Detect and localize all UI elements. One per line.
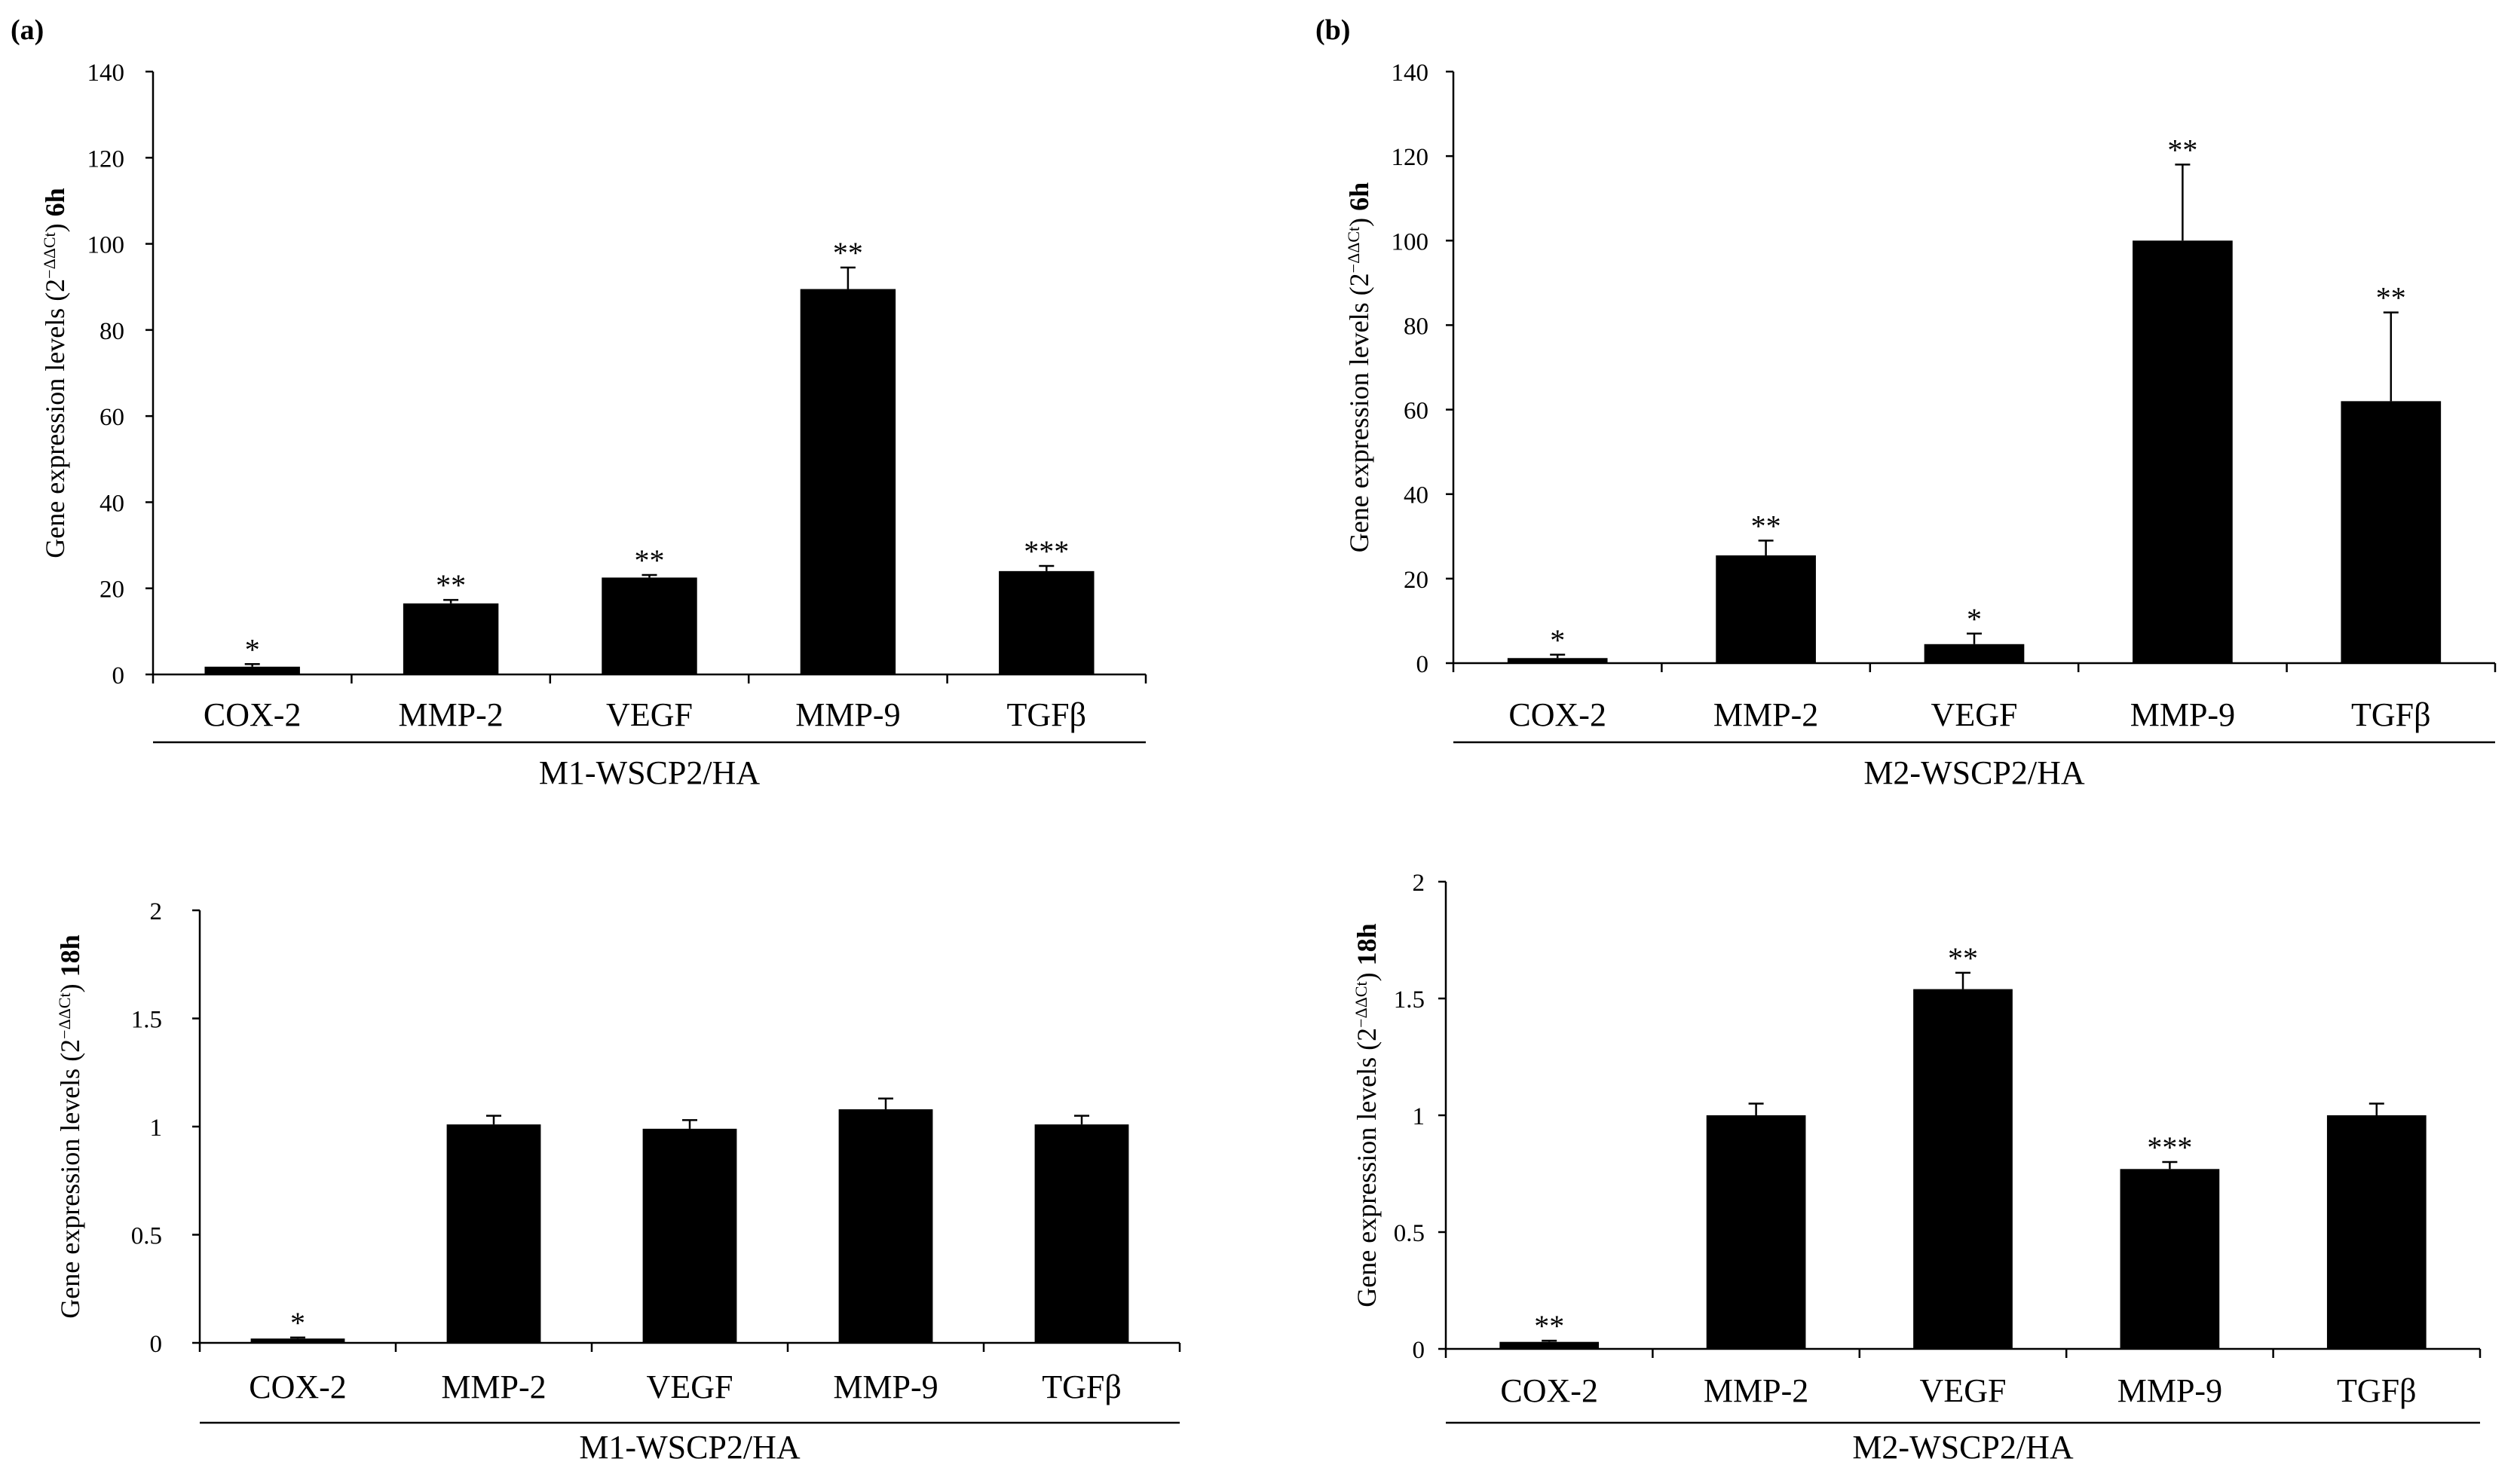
bar-cox-2: [204, 666, 300, 674]
y-tick-label: 1.5: [1394, 986, 1425, 1014]
category-label: MMP-9: [795, 696, 900, 733]
category-label: MMP-2: [398, 696, 503, 733]
y-tick-label: 140: [1392, 60, 1429, 87]
y-tick-label: 120: [87, 145, 125, 173]
y-tick-label: 40: [100, 490, 124, 517]
y-tick-label: 0: [1416, 651, 1429, 678]
significance-label: *: [1967, 602, 1982, 636]
category-label: VEGF: [1920, 1372, 2007, 1409]
bar-vegf: [1913, 989, 2013, 1349]
y-axis-label: Gene expression levels (2−ΔΔCt) 6h: [1344, 182, 1375, 552]
y-tick-label: 60: [1404, 398, 1428, 425]
y-axis-label: Gene expression levels (2−ΔΔCt) 6h: [40, 188, 71, 558]
y-axis-label: Gene expression levels (2−ΔΔCt) 18h: [55, 934, 86, 1318]
significance-label: **: [1948, 941, 1978, 975]
y-tick-label: 40: [1404, 482, 1428, 509]
bar-mmp-9: [838, 1109, 933, 1343]
bar-cox-2: [1499, 1341, 1600, 1349]
panel-label-b: (b): [1315, 14, 1350, 46]
category-label: TGFβ: [2351, 696, 2431, 733]
y-tick-label: 20: [100, 576, 124, 604]
y-tick-label: 60: [100, 404, 124, 431]
category-label: MMP-9: [833, 1368, 938, 1405]
significance-label: **: [2376, 281, 2406, 315]
y-tick-label: 1: [150, 1115, 163, 1142]
category-label: COX-2: [1508, 696, 1606, 733]
y-tick-label: 140: [87, 60, 125, 87]
category-label: VEGF: [1931, 696, 2018, 733]
bar-mmp-2: [446, 1124, 541, 1343]
y-tick-label: 120: [1392, 144, 1429, 171]
y-tick-label: 0.5: [1394, 1220, 1425, 1247]
bar-mmp-9: [800, 289, 896, 674]
bar-mmp-2: [403, 603, 499, 674]
significance-label: **: [833, 236, 863, 270]
significance-label: ***: [2147, 1130, 2192, 1164]
category-label: MMP-9: [2117, 1372, 2222, 1409]
significance-label: *: [1550, 623, 1565, 657]
y-tick-label: 0: [1413, 1337, 1425, 1364]
y-tick-label: 0: [150, 1331, 163, 1358]
y-tick-label: 80: [1404, 313, 1428, 340]
chart-top-left: 0 20 40 60 80 100 120 140 * COX-2 ** MMP-2 ** VEGF ** M…: [40, 60, 1147, 791]
y-tick-label: 100: [1392, 228, 1429, 255]
y-tick-label: 100: [87, 232, 125, 259]
significance-label: **: [2167, 133, 2197, 167]
significance-label: **: [1534, 1309, 1564, 1343]
x-axis-label: M2-WSCP2/HA: [1863, 754, 2085, 791]
chart-top-right: 0 20 40 60 80 100 120 140 * COX-2 ** MMP-2 * VEGF ** MM…: [1344, 60, 2497, 791]
category-label: MMP-2: [441, 1368, 546, 1405]
bar-tgfβ: [2326, 1115, 2427, 1349]
x-axis-label: M1-WSCP2/HA: [579, 1429, 801, 1466]
bar-tgfβ: [1034, 1124, 1129, 1343]
x-axis-label: M1-WSCP2/HA: [539, 754, 761, 791]
category-label: MMP-9: [2130, 696, 2235, 733]
bar-tgfβ: [999, 570, 1095, 674]
bar-cox-2: [1507, 658, 1608, 663]
category-label: VEGF: [647, 1368, 733, 1405]
significance-label: **: [436, 568, 466, 602]
chart-bottom-left: 0 0.5 1 1.5 2 * COX-2 MMP-2 VEGF MMP-9 TGFβ M1-WSCP…: [55, 898, 1181, 1466]
category-label: COX-2: [249, 1368, 347, 1405]
y-tick-label: 80: [100, 318, 124, 345]
category-label: VEGF: [606, 696, 693, 733]
y-tick-label: 0: [112, 662, 125, 690]
category-label: TGFβ: [2337, 1372, 2417, 1409]
significance-label: **: [1751, 509, 1781, 543]
bar-tgfβ: [2341, 401, 2442, 663]
category-label: MMP-2: [1704, 1372, 1808, 1409]
x-axis-label: M2-WSCP2/HA: [1852, 1429, 2074, 1466]
y-tick-label: 0.5: [131, 1223, 162, 1250]
chart-bottom-right: 0 0.5 1 1.5 2 ** COX-2 MMP-2 ** VEGF *** MMP-9 TGFβ M…: [1352, 870, 2482, 1466]
bar-vegf: [642, 1128, 737, 1343]
y-tick-label: 2: [1413, 870, 1425, 897]
category-label: COX-2: [204, 696, 302, 733]
y-tick-label: 20: [1404, 567, 1428, 594]
significance-label: *: [290, 1306, 305, 1340]
y-tick-label: 2: [150, 898, 163, 925]
bar-vegf: [602, 577, 697, 674]
category-label: TGFβ: [1042, 1368, 1122, 1405]
category-label: TGFβ: [1007, 696, 1087, 733]
bar-mmp-2: [1716, 555, 1816, 663]
y-tick-label: 1.5: [131, 1007, 162, 1034]
y-axis-label: Gene expression levels (2−ΔΔCt) 18h: [1352, 923, 1382, 1307]
y-tick-label: 1: [1413, 1103, 1425, 1130]
significance-label: *: [245, 632, 260, 666]
panel-label-a: (a): [11, 14, 44, 46]
significance-label: ***: [1024, 534, 1069, 568]
significance-label: **: [635, 543, 665, 577]
bar-cox-2: [250, 1338, 345, 1343]
bar-mmp-2: [1706, 1115, 1806, 1349]
bar-vegf: [1924, 644, 2025, 663]
charts: 020406080100120140*COX-2**MMP-2**VEGF**M…: [40, 60, 2497, 1466]
category-label: MMP-2: [1713, 696, 1818, 733]
bar-mmp-9: [2120, 1169, 2220, 1349]
category-label: COX-2: [1500, 1372, 1598, 1409]
bar-mmp-9: [2133, 240, 2233, 663]
